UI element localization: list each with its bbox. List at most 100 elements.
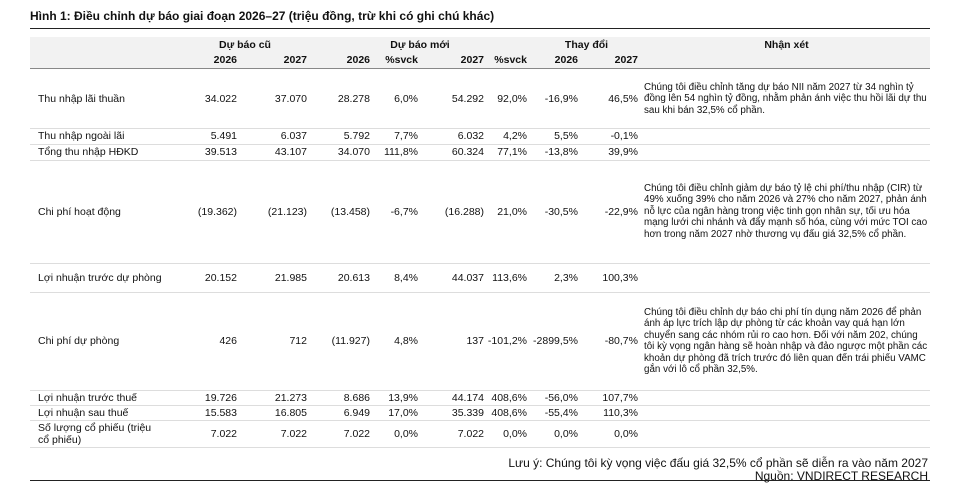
cell: -55,4% [544, 406, 578, 419]
cell: 408,6% [491, 391, 527, 404]
cell: 7.022 [457, 427, 484, 440]
cell: (16.288) [444, 205, 484, 218]
row-rule [30, 144, 930, 145]
row-rule [30, 128, 930, 129]
cell: (21.123) [267, 205, 307, 218]
row-rule [30, 447, 930, 448]
cell: 6.032 [457, 130, 484, 142]
group-header: Dự báo cũ [219, 39, 271, 51]
group-header: Nhận xét [764, 39, 809, 51]
header-rule [30, 68, 930, 69]
cell: 92,0% [497, 93, 527, 105]
cell: 7.022 [280, 427, 307, 440]
cell: 54.292 [451, 93, 484, 105]
cell: 39.513 [204, 146, 237, 158]
cell: 110,3% [603, 406, 638, 419]
row-label: Lợi nhuận trước dự phòng [38, 271, 162, 284]
cell: 77,1% [497, 146, 527, 158]
cell: -0,1% [610, 130, 638, 142]
comment: Chúng tôi điều chỉnh giảm dự báo tỷ lệ c… [644, 182, 928, 240]
cell: -56,0% [544, 391, 578, 404]
row-label: Lợi nhuận trước thuế [38, 391, 138, 404]
cell: -80,7% [604, 335, 638, 347]
cell: 111,8% [383, 146, 418, 158]
cell: 712 [289, 335, 307, 347]
row-label: Lợi nhuận sau thuế [38, 406, 129, 419]
cell: -13,8% [544, 146, 578, 158]
cell: 6.037 [280, 130, 307, 142]
cell: 8.686 [343, 391, 370, 404]
cell: 28.278 [337, 93, 370, 105]
sub-header: 2027 [283, 54, 307, 66]
row-label: Thu nhập ngoài lãi [38, 130, 125, 142]
title: Hình 1: Điều chỉnh dự báo giai đoạn 2026… [30, 9, 495, 23]
row-label: Số lượng cổ phiếu (triệu cổ phiếu) [38, 421, 152, 446]
cell: 0,0% [503, 427, 527, 440]
cell: 20.152 [204, 271, 237, 284]
cell: -6,7% [390, 205, 418, 218]
cell: 113,6% [492, 271, 527, 284]
cell: 107,7% [602, 391, 638, 404]
cell: 6,0% [394, 93, 418, 105]
sub-header: %svck [494, 54, 527, 66]
cell: 0,0% [554, 427, 578, 440]
comment: Chúng tôi điều chỉnh dự báo chi phí tín … [644, 306, 928, 376]
cell: 43.107 [274, 146, 307, 158]
sub-header: 2027 [460, 54, 484, 66]
comment: Chúng tôi điều chỉnh tăng dự báo NII năm… [644, 81, 927, 116]
cell: 4,2% [503, 130, 527, 142]
cell: 0,0% [394, 427, 418, 440]
cell: 4,8% [394, 335, 418, 347]
row-label: Thu nhập lãi thuần [38, 93, 125, 105]
cell: 16.805 [274, 406, 307, 419]
title-rule [30, 28, 930, 29]
sub-header: 2026 [554, 54, 578, 66]
cell: 5.792 [343, 130, 370, 142]
cell: 39,9% [608, 146, 638, 158]
cell: 21.985 [274, 271, 307, 284]
cell: 34.070 [337, 146, 370, 158]
cell: 60.324 [451, 146, 484, 158]
cell: 46,5% [608, 93, 638, 105]
sub-header: 2026 [346, 54, 370, 66]
cell: 6.949 [343, 406, 370, 419]
cell: (13.458) [330, 205, 370, 218]
cell: (11.927) [331, 335, 370, 347]
cell: 7,7% [394, 130, 418, 142]
cell: (19.362) [197, 205, 237, 218]
cell: 44.037 [451, 271, 484, 284]
cell: -101,2% [487, 335, 527, 347]
cell: -30,5% [544, 205, 578, 218]
row-rule [30, 390, 930, 391]
row-rule [30, 160, 930, 161]
cell: 0,0% [614, 427, 638, 440]
row-label: Tổng thu nhập HĐKD [38, 146, 139, 158]
note: Lưu ý: Chúng tôi kỳ vọng việc đấu giá 32… [508, 456, 928, 470]
row-rule [30, 405, 930, 406]
row-rule [30, 420, 930, 421]
bottom-rule [30, 480, 930, 481]
cell: 37.070 [274, 93, 307, 105]
source: Nguồn: VNDIRECT RESEARCH [754, 469, 928, 483]
cell: 35.339 [451, 406, 484, 419]
cell: 426 [219, 335, 237, 347]
cell: -2899,5% [533, 335, 578, 347]
cell: 5,5% [554, 130, 578, 142]
cell: 17,0% [388, 406, 418, 419]
cell: 21,0% [497, 205, 527, 218]
cell: 7.022 [343, 427, 370, 440]
cell: 15.583 [204, 406, 237, 419]
cell: 7.022 [210, 427, 237, 440]
header-bg [30, 37, 930, 68]
row-rule [30, 292, 930, 293]
cell: -16,9% [544, 93, 578, 105]
cell: 5.491 [210, 130, 237, 142]
group-header: Thay đổi [564, 39, 609, 51]
sub-header: 2027 [614, 54, 638, 66]
row-label: Chi phí dự phòng [38, 335, 120, 347]
cell: 2,3% [554, 271, 578, 284]
group-header: Dự báo mới [390, 39, 450, 51]
cell: 44.174 [451, 391, 484, 404]
cell: 137 [466, 335, 484, 347]
